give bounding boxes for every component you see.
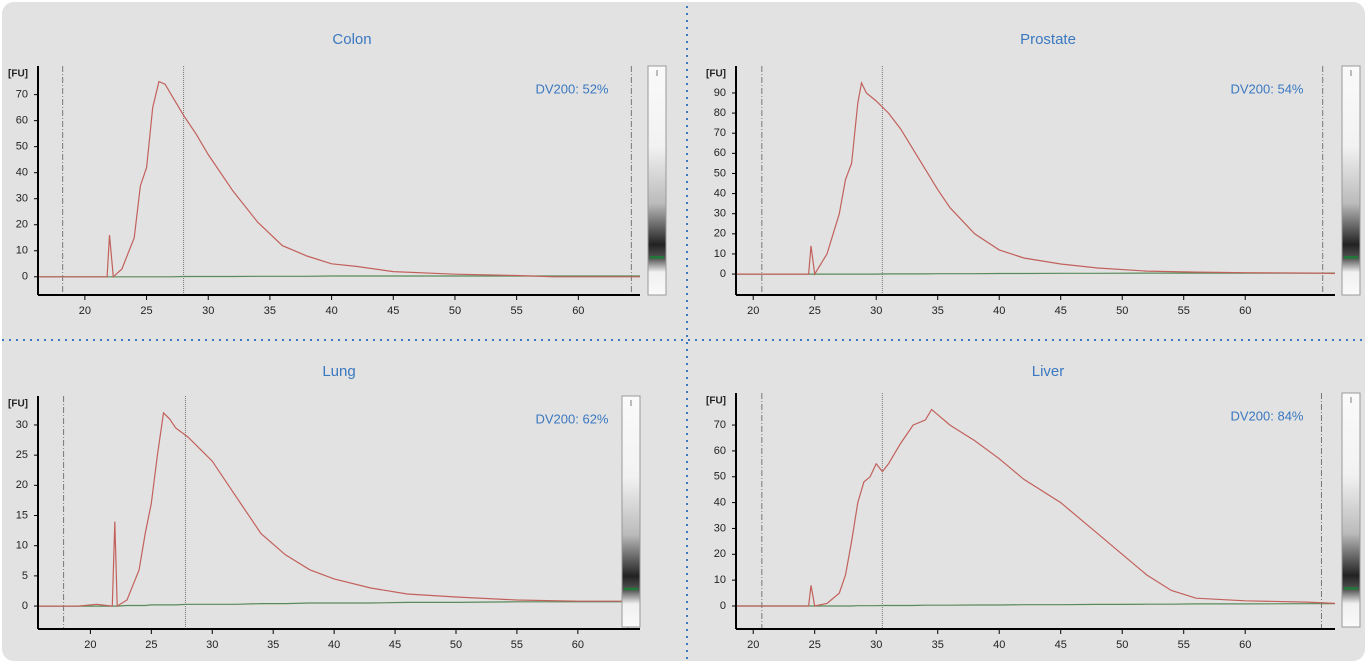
annotation: DV200: 84% [1231, 408, 1304, 423]
x-tick-label: 50 [450, 639, 462, 651]
gel-marker [650, 256, 664, 259]
x-tick-label: 55 [1178, 305, 1190, 317]
x-tick-label: 30 [870, 639, 882, 651]
y-tick-label: 40 [714, 187, 726, 199]
y-tick-label: 0 [720, 600, 726, 612]
y-tick-label: 60 [714, 147, 726, 159]
x-tick-label: 25 [145, 639, 157, 651]
x-tick-label: 45 [1055, 305, 1067, 317]
chart-title: Lung [322, 363, 355, 380]
x-tick-label: 35 [932, 305, 944, 317]
y-axis-label: [FU] [8, 399, 28, 410]
chart-title: Colon [332, 31, 371, 48]
y-tick-label: 25 [16, 449, 28, 461]
y-tick-label: 20 [714, 548, 726, 560]
x-tick-label: 55 [511, 639, 523, 651]
y-tick-label: 50 [714, 167, 726, 179]
annotation: DV200: 52% [536, 81, 609, 96]
y-axis-label: [FU] [706, 69, 726, 80]
y-tick-label: 20 [16, 479, 28, 491]
background [2, 2, 1365, 661]
x-tick-label: 20 [84, 639, 96, 651]
y-tick-label: 10 [16, 540, 28, 552]
x-tick-label: 30 [202, 305, 214, 317]
x-tick-label: 30 [870, 305, 882, 317]
gel-lane [1342, 66, 1360, 295]
y-tick-label: 0 [22, 271, 28, 283]
x-tick-label: 60 [1239, 305, 1251, 317]
x-tick-label: 40 [993, 639, 1005, 651]
y-axis-label: [FU] [8, 69, 28, 80]
y-tick-label: 40 [714, 497, 726, 509]
y-tick-label: 30 [714, 208, 726, 220]
y-tick-label: 90 [714, 87, 726, 99]
y-tick-label: 30 [714, 522, 726, 534]
gel-well [656, 70, 658, 76]
y-axis-label: [FU] [706, 396, 726, 407]
y-tick-label: 50 [16, 141, 28, 153]
y-tick-label: 30 [16, 419, 28, 431]
gel-marker [1344, 587, 1358, 590]
y-tick-label: 20 [714, 228, 726, 240]
x-tick-label: 45 [1055, 639, 1067, 651]
y-tick-label: 70 [714, 127, 726, 139]
x-tick-label: 60 [1239, 639, 1251, 651]
gel-well [1350, 70, 1352, 76]
x-tick-label: 20 [747, 305, 759, 317]
x-tick-label: 40 [325, 305, 337, 317]
figure: Colon[FU]DV200: 52%010203040506070202530… [0, 0, 1367, 663]
x-tick-label: 55 [511, 305, 523, 317]
x-tick-label: 35 [264, 305, 276, 317]
gel-well [1350, 397, 1352, 403]
y-tick-label: 50 [714, 471, 726, 483]
x-tick-label: 25 [140, 305, 152, 317]
gel-lane [1342, 393, 1360, 627]
y-tick-label: 30 [16, 193, 28, 205]
y-tick-label: 10 [714, 574, 726, 586]
x-tick-label: 45 [389, 639, 401, 651]
y-tick-label: 0 [22, 600, 28, 612]
x-tick-label: 60 [572, 305, 584, 317]
x-tick-label: 55 [1178, 639, 1190, 651]
y-tick-label: 10 [714, 248, 726, 260]
gel-well [630, 400, 632, 406]
x-tick-label: 35 [932, 639, 944, 651]
x-tick-label: 20 [79, 305, 91, 317]
y-tick-label: 10 [16, 245, 28, 257]
x-tick-label: 50 [1116, 305, 1128, 317]
x-tick-label: 25 [809, 639, 821, 651]
y-tick-label: 5 [22, 570, 28, 582]
gel-marker [1344, 256, 1358, 259]
y-tick-label: 70 [714, 419, 726, 431]
gel-lane [622, 396, 640, 627]
annotation: DV200: 62% [536, 411, 609, 426]
y-tick-label: 60 [16, 115, 28, 127]
y-tick-label: 80 [714, 107, 726, 119]
chart-title: Prostate [1020, 31, 1076, 48]
gel-marker [624, 588, 638, 591]
x-tick-label: 25 [809, 305, 821, 317]
x-tick-label: 50 [1116, 639, 1128, 651]
x-tick-label: 45 [387, 305, 399, 317]
x-tick-label: 60 [572, 639, 584, 651]
chart-title: Liver [1032, 363, 1065, 380]
y-tick-label: 40 [16, 167, 28, 179]
y-tick-label: 20 [16, 219, 28, 231]
y-tick-label: 15 [16, 509, 28, 521]
page: Colon[FU]DV200: 52%010203040506070202530… [0, 0, 1367, 668]
x-tick-label: 40 [328, 639, 340, 651]
x-tick-label: 30 [206, 639, 218, 651]
y-tick-label: 70 [16, 89, 28, 101]
x-tick-label: 20 [747, 639, 759, 651]
x-tick-label: 40 [993, 305, 1005, 317]
x-tick-label: 50 [449, 305, 461, 317]
annotation: DV200: 54% [1231, 81, 1304, 96]
x-tick-label: 35 [267, 639, 279, 651]
gel-lane [648, 66, 666, 295]
y-tick-label: 60 [714, 445, 726, 457]
y-tick-label: 0 [720, 268, 726, 280]
